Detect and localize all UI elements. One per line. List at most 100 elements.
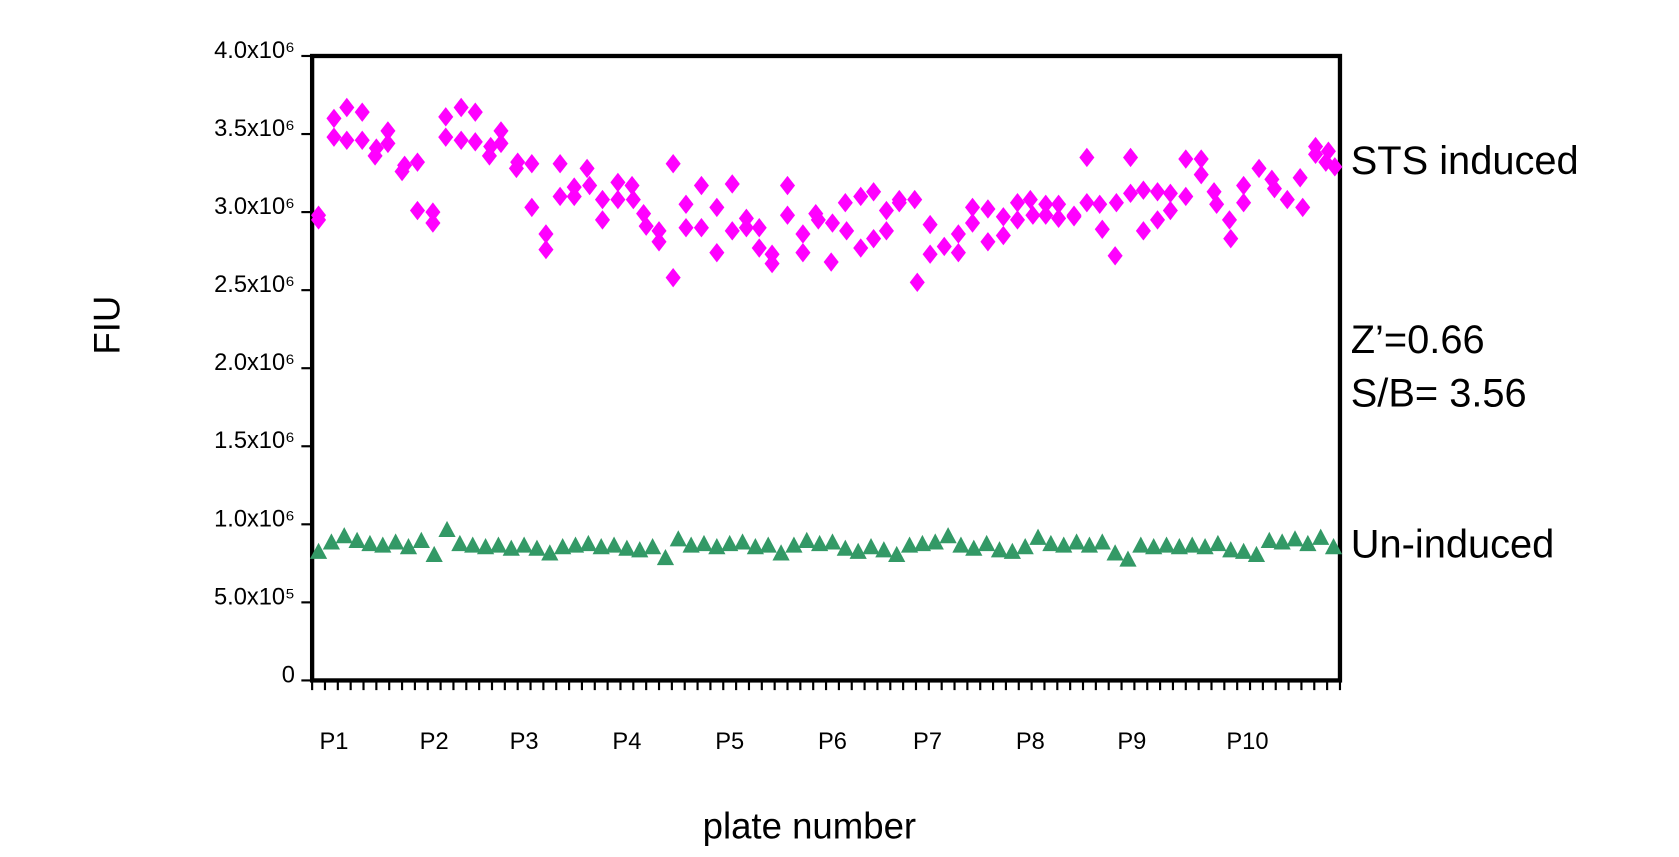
data-point <box>936 236 952 257</box>
data-point <box>651 221 667 241</box>
data-point <box>853 238 869 258</box>
data-point <box>309 542 328 559</box>
data-point <box>425 202 441 222</box>
data-point <box>939 527 957 544</box>
data-point <box>751 238 767 258</box>
data-point <box>425 213 441 233</box>
data-point <box>438 127 454 147</box>
data-point <box>990 541 1009 558</box>
y-tick-label: 2.0x10⁶ <box>214 350 295 376</box>
data-point <box>354 130 370 150</box>
data-point <box>1193 149 1209 169</box>
data-point <box>875 541 893 558</box>
y-tick-label: 3.0x10⁶ <box>214 194 295 220</box>
data-point <box>980 232 996 252</box>
data-point <box>669 530 687 547</box>
data-point <box>528 539 546 556</box>
data-point <box>759 536 777 553</box>
data-point <box>464 536 482 553</box>
data-point <box>579 534 597 552</box>
data-point <box>467 102 483 122</box>
x-tick-label: P3 <box>510 729 539 755</box>
data-point <box>964 197 981 218</box>
data-point <box>354 102 370 122</box>
data-point <box>493 121 509 141</box>
data-point <box>853 186 869 207</box>
data-point <box>950 224 966 244</box>
data-point <box>823 533 842 550</box>
data-point <box>594 189 611 210</box>
data-point <box>1107 246 1123 266</box>
data-point <box>566 536 585 553</box>
data-point <box>1209 194 1225 214</box>
data-point <box>798 531 816 548</box>
data-point <box>1183 536 1201 553</box>
x-tick-label: P2 <box>420 729 449 755</box>
data-point <box>721 534 739 552</box>
x-axis-title: plate number <box>703 806 916 847</box>
data-point <box>824 213 841 233</box>
data-point <box>311 210 327 230</box>
data-point <box>1080 536 1099 553</box>
data-point <box>552 186 568 207</box>
data-point <box>823 252 839 272</box>
data-point <box>878 221 894 241</box>
data-point <box>878 200 894 221</box>
data-point <box>1145 538 1163 555</box>
data-point <box>764 244 780 264</box>
y-tick-label: 4.0x10⁶ <box>214 38 295 64</box>
y-tick-label: 0 <box>282 662 295 688</box>
data-point <box>1067 533 1086 550</box>
data-point <box>1312 528 1330 545</box>
data-point <box>709 242 725 263</box>
data-point <box>891 193 907 213</box>
data-point <box>374 536 392 553</box>
data-point <box>1178 186 1194 207</box>
data-point <box>849 542 867 559</box>
data-point <box>900 536 919 553</box>
data-point <box>1093 533 1111 550</box>
data-point <box>1273 533 1291 550</box>
data-point <box>552 154 568 174</box>
data-point <box>836 539 854 556</box>
data-point <box>922 214 938 235</box>
data-point <box>1108 193 1124 213</box>
data-point <box>1279 189 1295 210</box>
annotation: STS induced <box>1351 139 1579 183</box>
data-point <box>1251 158 1267 179</box>
data-point <box>515 536 533 553</box>
x-tick-label: P9 <box>1117 729 1146 755</box>
y-tick-label: 3.5x10⁶ <box>214 116 295 142</box>
data-point <box>913 534 932 552</box>
data-point <box>625 189 641 210</box>
data-point <box>368 138 384 158</box>
data-point <box>779 175 796 196</box>
data-point <box>1094 219 1110 239</box>
data-point <box>409 152 426 172</box>
data-point <box>399 538 418 555</box>
x-tick-label: P1 <box>319 729 348 755</box>
data-point <box>1038 205 1054 225</box>
data-point <box>643 538 662 555</box>
data-point <box>361 534 379 552</box>
data-point <box>866 228 882 249</box>
data-point <box>1236 175 1252 196</box>
data-point <box>610 172 626 193</box>
data-point <box>795 224 811 244</box>
y-tick-label: 5.0x10⁵ <box>214 584 295 610</box>
data-point <box>995 225 1011 246</box>
data-point <box>1308 144 1324 165</box>
data-point <box>1286 530 1304 547</box>
data-point <box>1260 531 1278 548</box>
data-point <box>638 216 654 236</box>
data-point <box>1055 536 1073 553</box>
data-point <box>1135 180 1151 200</box>
data-point <box>1320 141 1336 161</box>
data-point <box>909 272 925 293</box>
data-point <box>438 520 456 538</box>
data-point <box>708 538 726 555</box>
x-tick-label: P6 <box>818 729 847 755</box>
data-point <box>678 194 694 214</box>
